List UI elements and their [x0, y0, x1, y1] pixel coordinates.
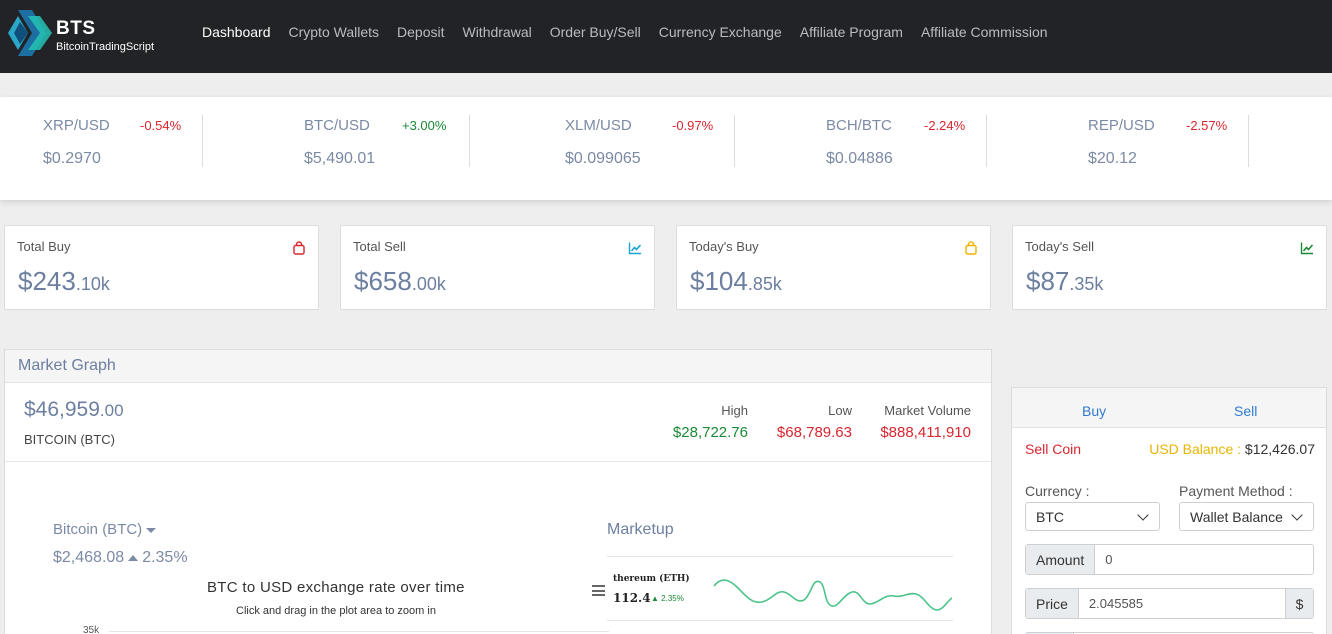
- price-input[interactable]: 2.045585: [1088, 596, 1144, 611]
- ticker-change: -2.24%: [924, 118, 966, 133]
- chevron-down-icon: [1291, 509, 1303, 521]
- market-price: $46,959.00: [24, 398, 124, 421]
- stat-value: $658.00k: [354, 266, 446, 296]
- chevron-down-icon: [1137, 509, 1149, 521]
- ticker-divider: [734, 115, 735, 167]
- bts-logo-icon: [8, 10, 52, 56]
- stat-card-todays-buy: Today's Buy $104.85k: [676, 225, 991, 310]
- ticker-change: -0.54%: [140, 118, 182, 133]
- markup-coin-change: ▲ 2.35%: [651, 594, 684, 603]
- nav-withdrawal[interactable]: Withdrawal: [462, 24, 532, 40]
- main-nav: Dashboard Crypto Wallets Deposit Withdra…: [202, 24, 1066, 40]
- price-ticker: XRP/USD -0.54% $0.2970 BTC/USD +3.00% $5…: [0, 97, 1332, 200]
- markup-divider: [607, 556, 953, 557]
- stat-value: $87.35k: [1026, 266, 1104, 296]
- coin-selector-price: $2,468.08 2.35%: [53, 549, 188, 566]
- ticker-price: $20.12: [1088, 150, 1137, 167]
- nav-currency-exchange[interactable]: Currency Exchange: [658, 24, 782, 40]
- markup-title: Marketup: [607, 521, 674, 538]
- stat-card-total-buy: Total Buy $243.10k: [4, 225, 319, 310]
- chart-gridline: [109, 631, 609, 632]
- usd-balance: USD Balance : $12,426.07: [1149, 441, 1315, 457]
- coin-selector-dropdown[interactable]: Bitcoin (BTC): [53, 521, 157, 538]
- currency-select[interactable]: BTC: [1025, 502, 1160, 531]
- chart-y-tick: 35k: [83, 625, 100, 634]
- ticker-item[interactable]: XLM/USD -0.97% $0.099065: [470, 97, 734, 200]
- ticker-pair: BTC/USD: [304, 117, 370, 134]
- ticker-divider: [469, 115, 470, 167]
- markup-coin-price: 112.4: [613, 591, 651, 605]
- sparkline: [713, 579, 952, 611]
- nav-order-buy-sell[interactable]: Order Buy/Sell: [549, 24, 641, 40]
- ticker-pair: REP/USD: [1088, 117, 1155, 134]
- line-chart-icon: [1300, 242, 1314, 255]
- amount-input-group: Amount 0: [1025, 544, 1314, 575]
- market-graph-title: Market Graph: [5, 350, 991, 383]
- market-low: Low $68,789.63: [776, 403, 852, 441]
- tab-sell[interactable]: Sell: [1234, 403, 1258, 419]
- payment-method-label: Payment Method :: [1179, 483, 1293, 499]
- ticker-price: $0.2970: [43, 150, 101, 167]
- payment-method-select[interactable]: Wallet Balance: [1179, 502, 1314, 531]
- shopping-bag-icon: [965, 241, 977, 255]
- chart-title: BTC to USD exchange rate over time: [207, 579, 465, 596]
- stat-card-todays-sell: Today's Sell $87.35k: [1012, 225, 1327, 310]
- market-high: High $28,722.76: [672, 403, 748, 441]
- ticker-item[interactable]: BTC/USD +3.00% $5,490.01: [203, 97, 469, 200]
- market-volume: Market Volume $888,411,910: [880, 403, 971, 441]
- stat-card-total-sell: Total Sell $658.00k: [340, 225, 655, 310]
- shopping-bag-icon: [293, 241, 305, 255]
- stat-label: Today's Buy: [689, 239, 759, 254]
- ticker-divider: [202, 115, 203, 167]
- markup-divider: [607, 620, 953, 621]
- price-unit: $: [1285, 589, 1313, 618]
- ticker-divider: [1248, 115, 1249, 167]
- nav-affiliate-program[interactable]: Affiliate Program: [799, 24, 903, 40]
- top-navbar: BTS BitcoinTradingScript Dashboard Crypt…: [0, 0, 1332, 73]
- currency-label: Currency :: [1025, 483, 1090, 499]
- chart-menu-icon[interactable]: [592, 585, 605, 596]
- ticker-change: +3.00%: [402, 118, 447, 133]
- stat-value: $243.10k: [18, 266, 110, 296]
- ticker-item[interactable]: REP/USD -2.57% $20.12: [987, 97, 1248, 200]
- ticker-pair: XLM/USD: [565, 117, 632, 134]
- market-coin-name: BITCOIN (BTC): [24, 432, 115, 447]
- trade-tabs: Buy Sell: [1012, 388, 1326, 428]
- tab-buy[interactable]: Buy: [1082, 403, 1107, 419]
- markup-coin-name: thereum (ETH): [613, 574, 690, 584]
- brand-name: BTS: [56, 18, 96, 39]
- stat-value: $104.85k: [690, 266, 782, 296]
- amount-label: Amount: [1026, 545, 1096, 574]
- caret-down-icon: [146, 527, 157, 533]
- brand-tagline: BitcoinTradingScript: [56, 41, 155, 53]
- ticker-pair: BCH/BTC: [826, 117, 892, 134]
- market-graph-card: Market Graph $46,959.00 BITCOIN (BTC) Hi…: [4, 349, 992, 634]
- ticker-price: $0.099065: [565, 150, 641, 167]
- line-chart-icon: [628, 242, 642, 255]
- price-label: Price: [1026, 589, 1079, 618]
- trade-panel: Buy Sell Sell Coin USD Balance : $12,426…: [1011, 387, 1327, 634]
- brand-logo[interactable]: BTS BitcoinTradingScript: [6, 8, 166, 60]
- ticker-price: $0.04886: [826, 150, 893, 167]
- ticker-item[interactable]: BCH/BTC -2.24% $0.04886: [735, 97, 986, 200]
- market-divider: [5, 461, 991, 462]
- stat-label: Total Buy: [17, 239, 71, 254]
- ticker-change: -0.97%: [672, 118, 714, 133]
- caret-up-icon: [128, 554, 139, 561]
- ticker-pair: XRP/USD: [43, 117, 110, 134]
- sell-coin-heading: Sell Coin: [1025, 441, 1082, 457]
- stat-label: Total Sell: [353, 239, 406, 254]
- stat-label: Today's Sell: [1025, 239, 1094, 254]
- nav-deposit[interactable]: Deposit: [397, 24, 445, 40]
- amount-input[interactable]: 0: [1105, 552, 1113, 567]
- nav-affiliate-commission[interactable]: Affiliate Commission: [920, 24, 1048, 40]
- nav-dashboard[interactable]: Dashboard: [202, 24, 271, 40]
- ticker-divider: [986, 115, 987, 167]
- ticker-change: -2.57%: [1186, 118, 1228, 133]
- price-input-group: Price 2.045585 $: [1025, 588, 1314, 619]
- ticker-item[interactable]: XRP/USD -0.54% $0.2970: [0, 97, 202, 200]
- ticker-price: $5,490.01: [304, 150, 376, 167]
- chart-subtitle: Click and drag in the plot area to zoom …: [236, 605, 436, 617]
- nav-crypto-wallets[interactable]: Crypto Wallets: [288, 24, 380, 40]
